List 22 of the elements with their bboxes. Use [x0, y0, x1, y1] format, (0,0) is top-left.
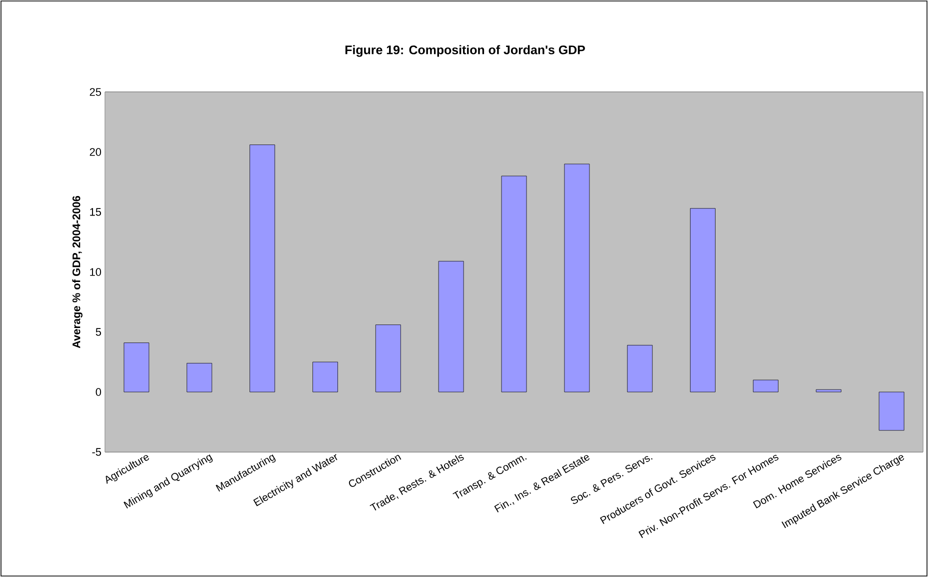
bar [375, 324, 401, 392]
bar [816, 389, 842, 392]
bar [690, 208, 716, 392]
bar [312, 362, 338, 392]
bar [753, 380, 778, 392]
y-tick-label: 20 [90, 148, 102, 156]
y-tick-label: 5 [96, 328, 102, 336]
y-tick-label: 15 [90, 208, 102, 216]
y-tick-label: -5 [92, 448, 102, 456]
y-axis-title: Average % of GDP, 2004-2006 [72, 196, 82, 348]
y-tick-label: 0 [96, 388, 102, 396]
bar [878, 392, 904, 431]
bar [250, 144, 276, 392]
y-tick-label: 10 [90, 268, 102, 276]
bar [124, 342, 150, 392]
bar [501, 176, 527, 392]
chart-title: Figure 19: Composition of Jordan's GDP [345, 45, 585, 57]
bar [564, 164, 590, 392]
bar [627, 344, 653, 392]
y-tick-label: 25 [90, 88, 102, 96]
bar [186, 362, 212, 392]
bar [438, 260, 464, 392]
